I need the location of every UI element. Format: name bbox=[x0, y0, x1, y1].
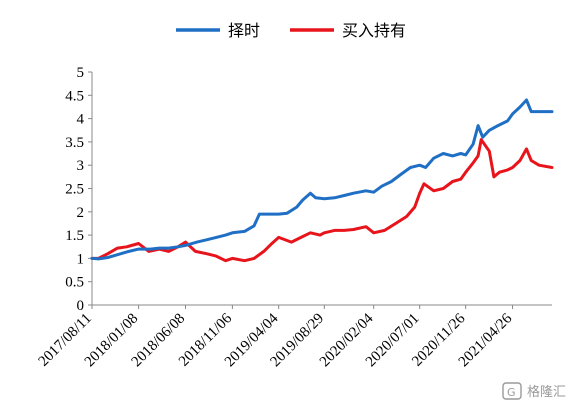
y-tick-label: 2.5 bbox=[65, 182, 84, 198]
y-tick-label: 3 bbox=[77, 158, 85, 174]
y-tick-label: 1 bbox=[77, 251, 85, 267]
y-tick-label: 5 bbox=[77, 65, 85, 81]
watermark-icon: G bbox=[502, 382, 522, 400]
legend-label-timing: 择时 bbox=[228, 21, 260, 40]
series-line-timing bbox=[90, 98, 554, 261]
series-layer bbox=[90, 98, 554, 263]
y-tick-label: 4 bbox=[77, 112, 85, 128]
legend: 择时 买入持有 bbox=[176, 21, 406, 40]
axes: 00.511.522.533.544.552017/08/112018/01/0… bbox=[36, 65, 552, 370]
y-tick-label: 2 bbox=[77, 205, 85, 221]
series-line-buyhold bbox=[90, 138, 554, 263]
y-tick-label: 0.5 bbox=[65, 275, 84, 291]
y-tick-label: 0 bbox=[77, 298, 85, 314]
svg-text:G: G bbox=[507, 386, 516, 399]
y-tick-label: 1.5 bbox=[65, 228, 84, 244]
y-tick-label: 3.5 bbox=[65, 135, 84, 151]
y-tick-label: 4.5 bbox=[65, 88, 84, 104]
watermark-text: 格隆汇 bbox=[527, 384, 566, 400]
legend-label-buyhold: 买入持有 bbox=[342, 21, 406, 40]
